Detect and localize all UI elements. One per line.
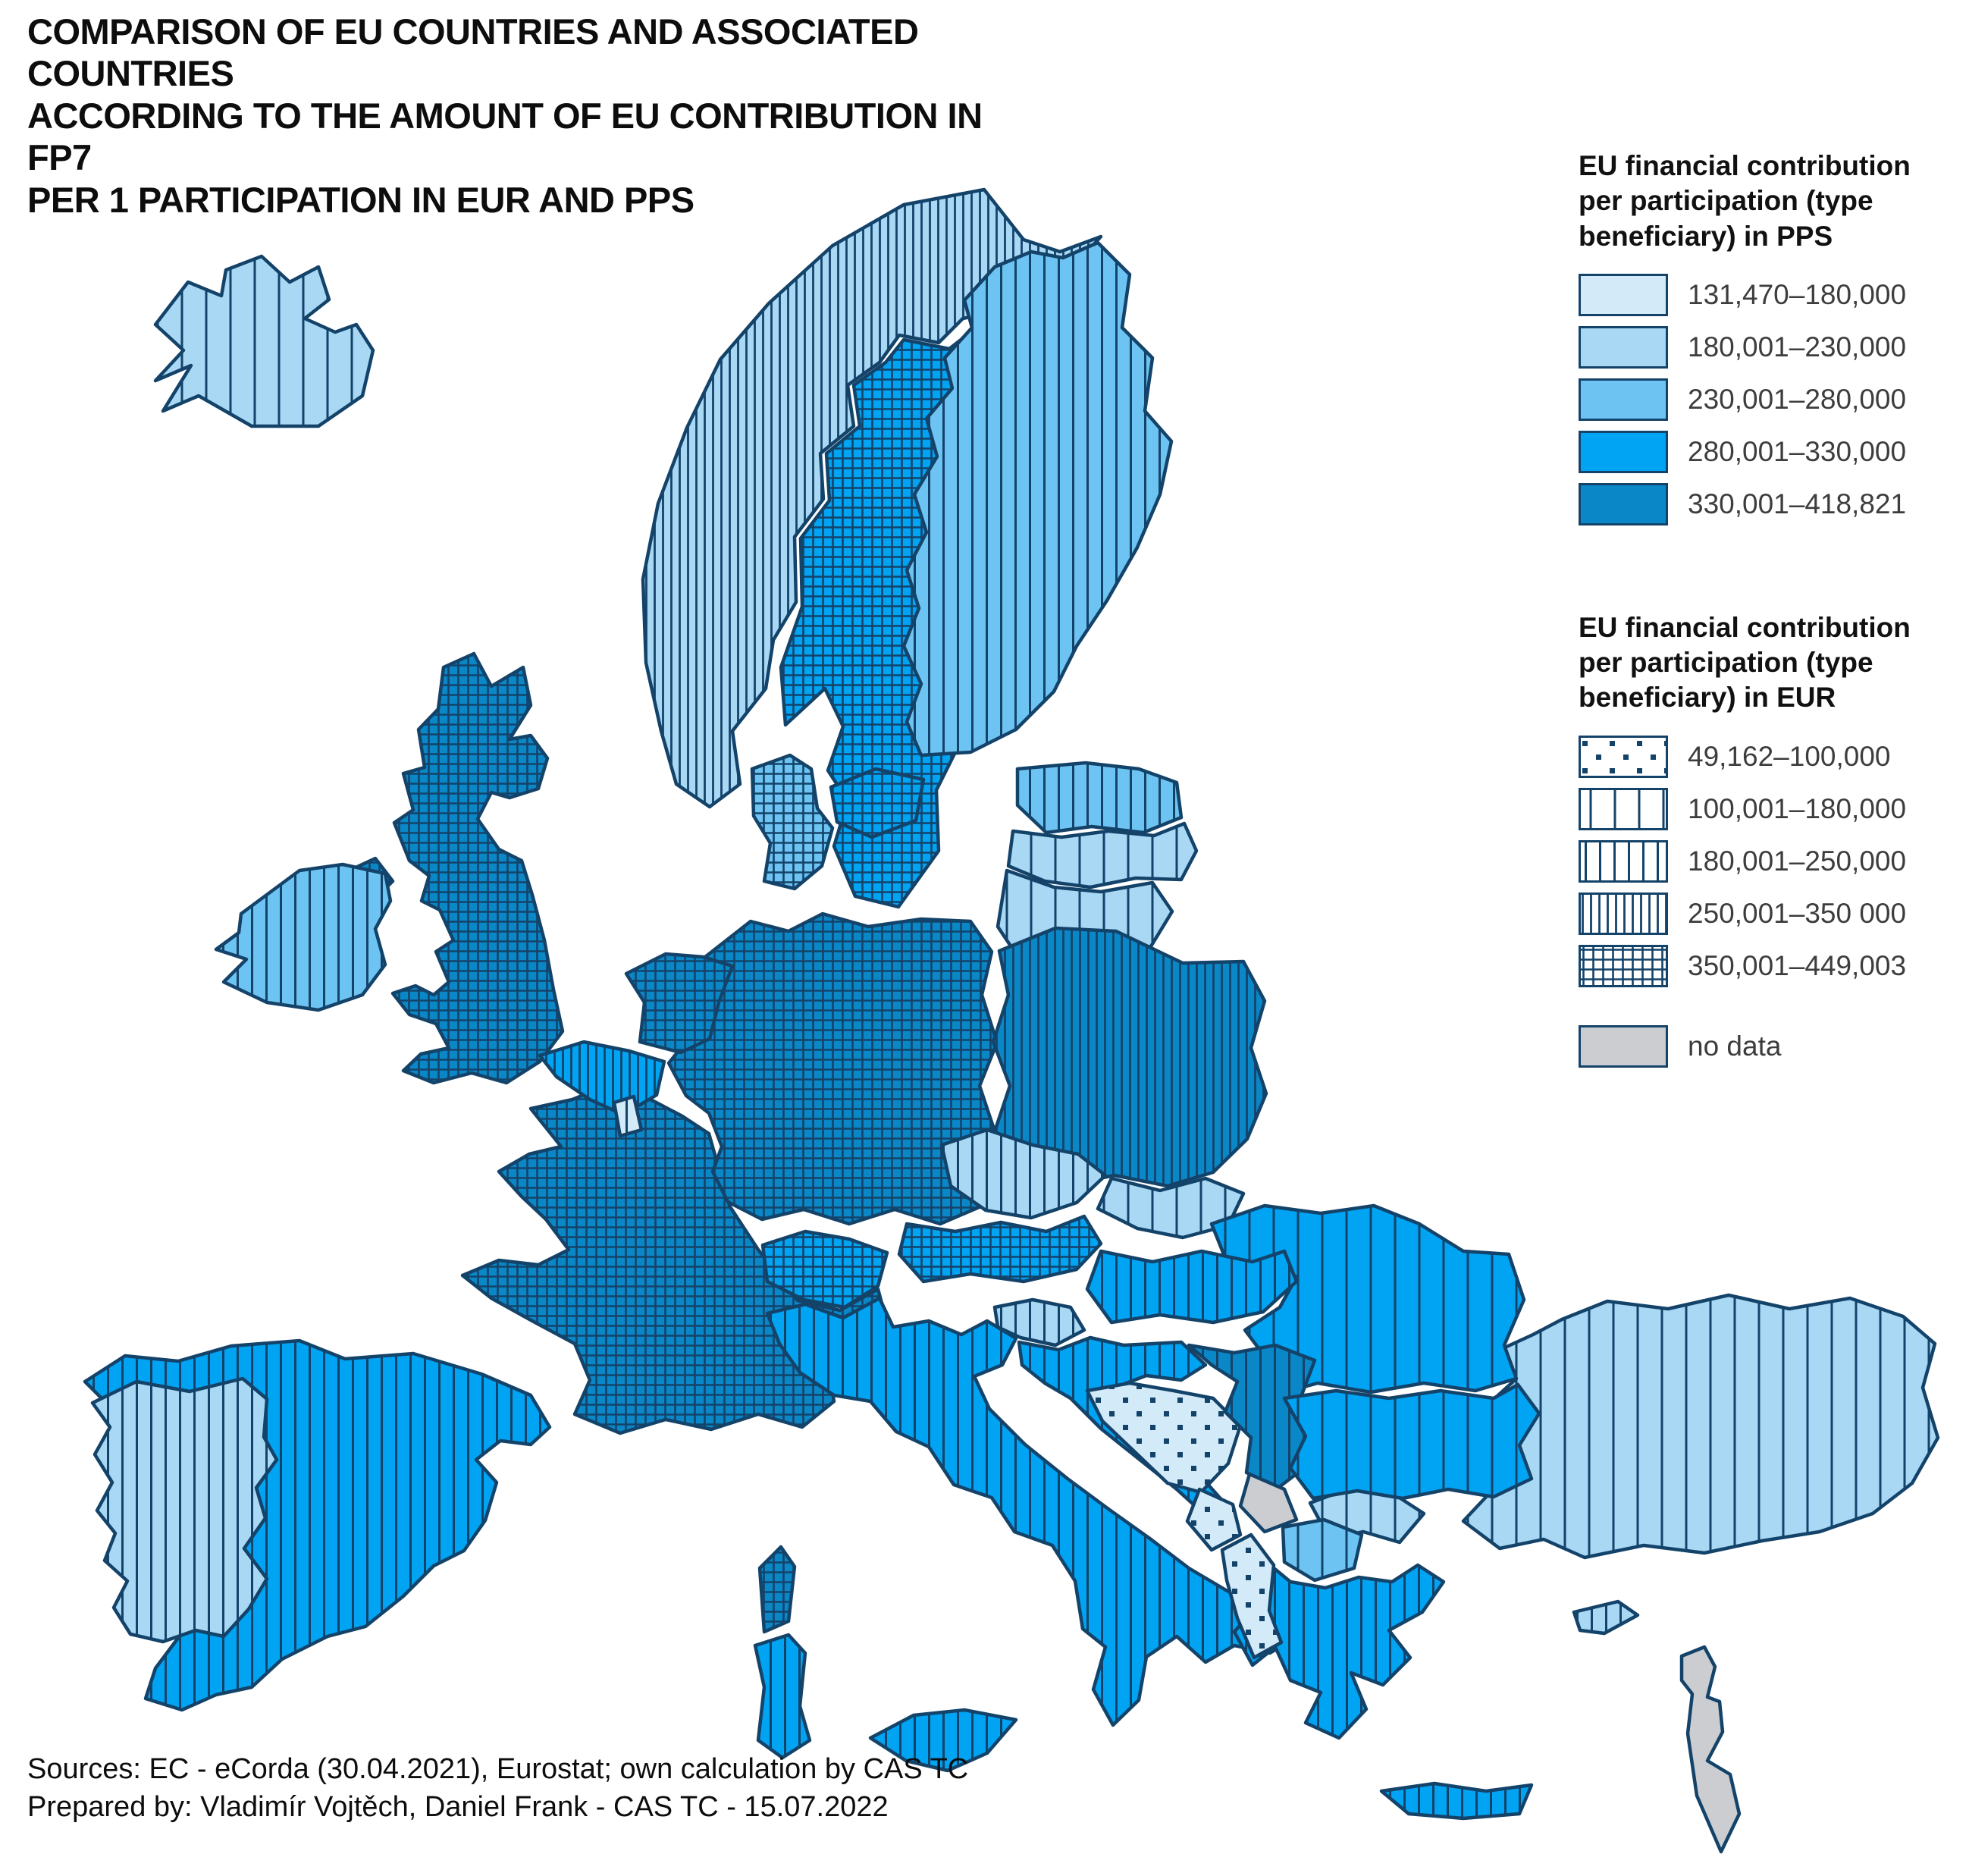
legend-eur-class-2-label: 100,001–180,000 [1688, 792, 1907, 824]
country-germany [666, 911, 999, 1226]
legend-swatch [1579, 378, 1668, 421]
country-israel [1679, 1645, 1742, 1854]
country-luxembourg [612, 1094, 644, 1138]
legend-pps-section: EU financial contribution per participat… [1579, 149, 1958, 525]
country-denmark-islands [829, 767, 926, 839]
country-bosnia-herzegovina [1085, 1381, 1243, 1495]
country-portugal [90, 1376, 279, 1644]
legend-pps-class-3-label: 230,001–280,000 [1688, 383, 1907, 415]
legend-eur-class-2: 100,001–180,000 [1579, 787, 1958, 830]
legend-pps-class-1-label: 131,470–180,000 [1688, 278, 1907, 310]
country-montenegro [1185, 1487, 1243, 1552]
map-title-line3: PER 1 PARTICIPATION IN EUR AND PPS [27, 179, 694, 220]
country-ireland [214, 862, 393, 1012]
legend-swatch [1579, 1024, 1668, 1068]
legend-pps-class-3: 230,001–280,000 [1579, 378, 1958, 421]
country-latvia [1006, 821, 1199, 889]
country-north-macedonia [1281, 1517, 1364, 1583]
legend-nodata-row: no data [1579, 1024, 1958, 1068]
map-title-line1: COMPARISON OF EU COUNTRIES AND ASSOCIATE… [27, 11, 919, 94]
legend-eur-section: EU financial contribution per participat… [1579, 610, 1958, 1068]
map-title-line2: ACCORDING TO THE AMOUNT OF EU CONTRIBUTI… [27, 95, 983, 178]
legend-pps-class-5-label: 330,001–418,821 [1688, 488, 1907, 519]
legend-eur-class-3: 180,001–250,000 [1579, 839, 1958, 883]
country-denmark-jutland [750, 753, 835, 891]
legend-pps-class-1: 131,470–180,000 [1579, 273, 1958, 316]
country-slovakia [1096, 1176, 1246, 1240]
country-albania [1220, 1532, 1284, 1660]
country-slovenia [992, 1297, 1086, 1347]
legend-eur-class-5-label: 350,001–449,003 [1688, 949, 1907, 981]
country-italy [753, 1296, 1308, 1773]
country-iceland [153, 254, 375, 428]
legend-pps-class-2-label: 180,001–230,000 [1688, 331, 1907, 362]
map-title: COMPARISON OF EU COUNTRIES AND ASSOCIATE… [27, 11, 998, 221]
country-switzerland [760, 1229, 889, 1310]
legend-swatch [1579, 944, 1668, 987]
legend-swatch [1579, 787, 1668, 830]
legend-eur-class-4: 250,001–350 000 [1579, 892, 1958, 935]
legend-pps-rows: 131,470–180,000 180,001–230,000 230,001–28… [1579, 273, 1958, 525]
country-czechia [939, 1128, 1108, 1220]
country-finland [901, 240, 1174, 758]
legend-swatch [1579, 735, 1668, 778]
country-cyprus [1572, 1599, 1640, 1636]
legend-pps-class-2: 180,001–230,000 [1579, 325, 1958, 369]
legend-pps-class-5: 330,001–418,821 [1579, 482, 1958, 525]
legend-swatch [1579, 482, 1668, 525]
legend-pps-title: EU financial contribution per participat… [1579, 150, 1911, 252]
country-greece [1232, 1558, 1534, 1821]
legend-swatch [1579, 325, 1668, 369]
legend-eur-class-1-label: 49,162–100,000 [1688, 740, 1891, 772]
footer-sources: Sources: EC - eCorda (30.04.2021), Euros… [27, 1753, 969, 1785]
country-serbia [1187, 1343, 1322, 1490]
country-norway [641, 187, 1103, 809]
legend-swatch [1579, 430, 1668, 473]
country-netherlands [624, 952, 735, 1055]
legend-no-data: no data [1579, 1024, 1958, 1068]
legend-swatch [1579, 892, 1668, 935]
country-kosovo [1238, 1472, 1299, 1534]
country-hungary [1085, 1249, 1299, 1325]
country-turkey [1308, 1293, 1940, 1560]
legend: EU financial contribution per participat… [1579, 149, 1958, 1078]
country-estonia [1015, 761, 1184, 835]
footer: Sources: EC - eCorda (30.04.2021), Euros… [27, 1750, 968, 1826]
legend-pps-class-4-label: 280,001–330,000 [1688, 435, 1907, 467]
legend-eur-rows: 49,162–100,000 100,001–180,000 180,001–250… [1579, 735, 1958, 987]
legend-eur-class-4-label: 250,001–350 000 [1688, 897, 1907, 929]
country-romania [1209, 1203, 1526, 1394]
legend-eur-class-1: 49,162–100,000 [1579, 735, 1958, 778]
country-bulgaria [1282, 1382, 1541, 1501]
legend-pps-class-4: 280,001–330,000 [1579, 430, 1958, 473]
footer-prepared-by: Prepared by: Vladimír Vojtěch, Daniel Fr… [27, 1791, 889, 1824]
legend-no-data-label: no data [1688, 1030, 1782, 1062]
legend-swatch [1579, 839, 1668, 883]
legend-swatch [1579, 273, 1668, 316]
country-poland [991, 926, 1268, 1188]
legend-eur-class-5: 350,001–449,003 [1579, 944, 1958, 987]
country-united-kingdom [340, 651, 565, 1085]
legend-eur-class-3-label: 180,001–250,000 [1688, 845, 1907, 877]
legend-eur-title: EU financial contribution per participat… [1579, 611, 1911, 714]
country-austria [897, 1214, 1103, 1284]
